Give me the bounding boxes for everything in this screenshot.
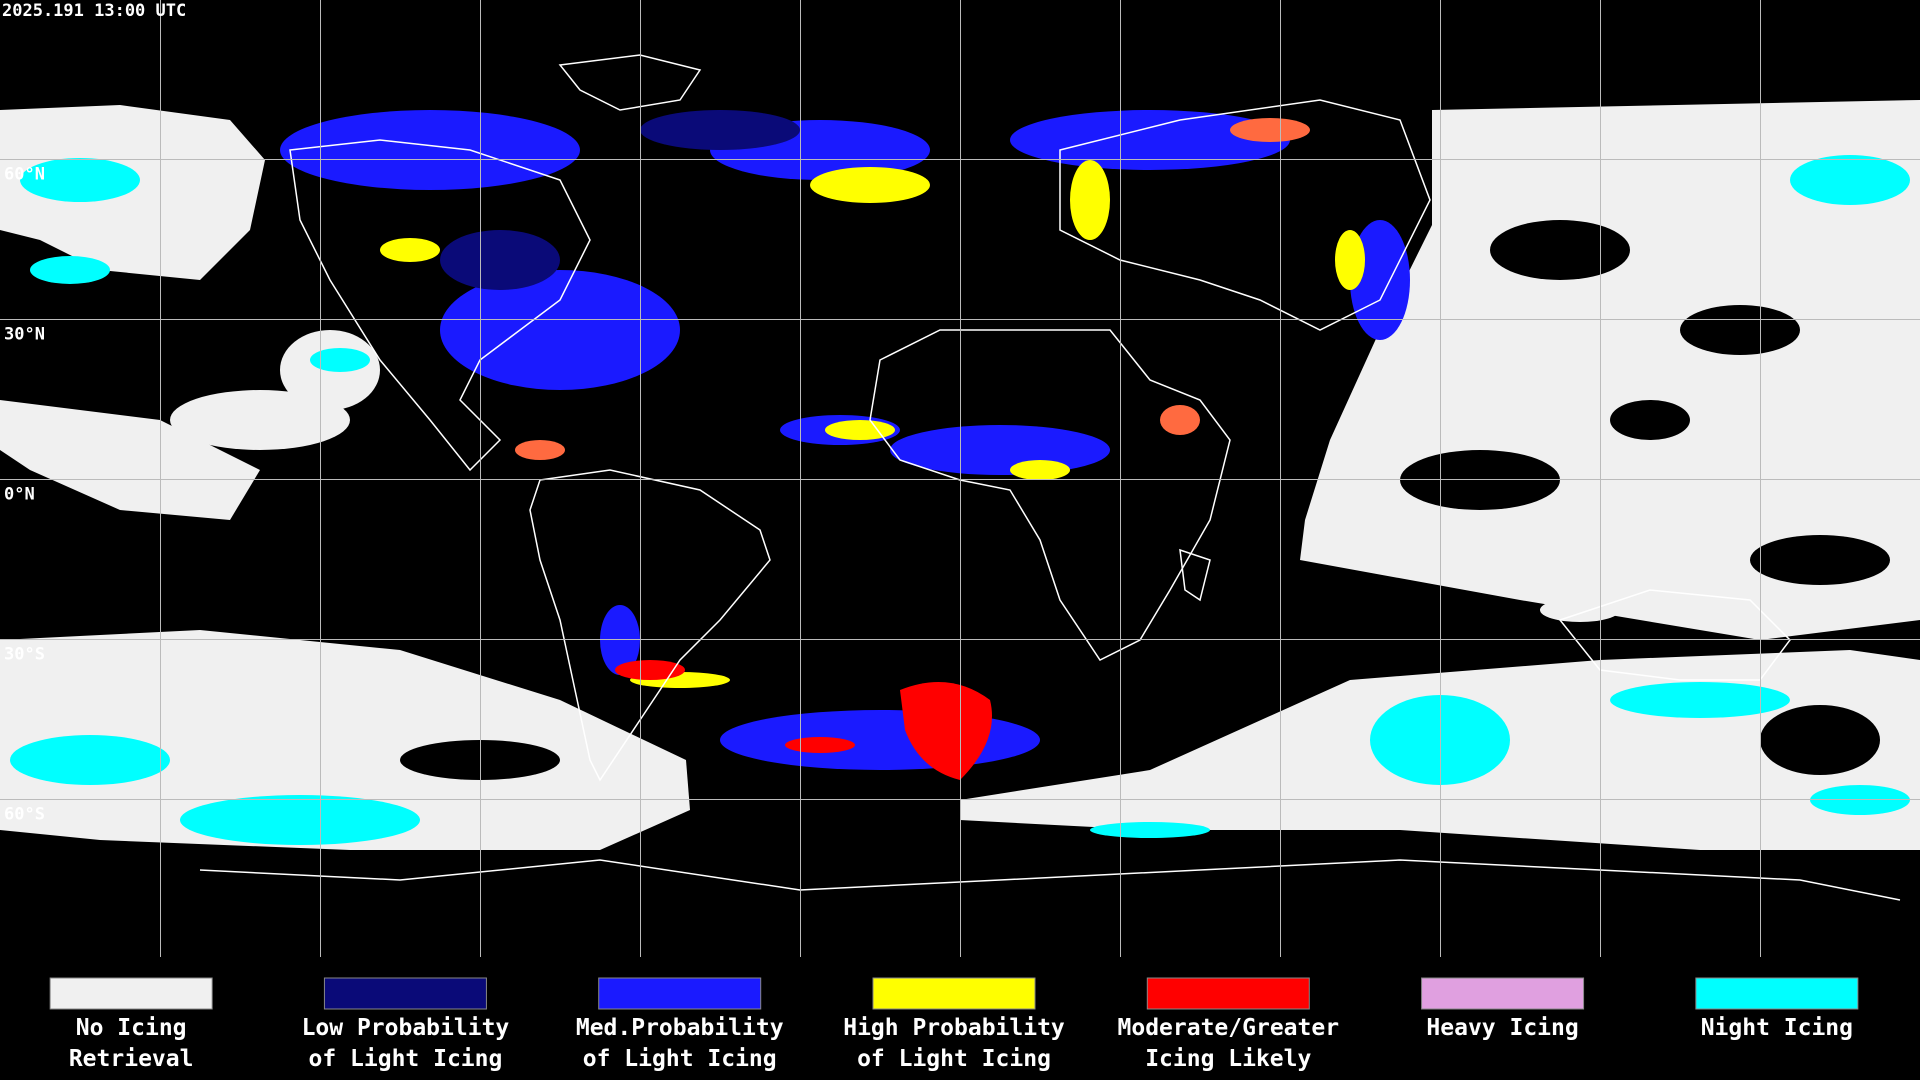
latitude-label: 0°N (4, 485, 35, 505)
latitude-label: 60°N (4, 165, 45, 185)
legend-label: Moderate/Greater (1118, 1015, 1340, 1041)
legend-label: Heavy Icing (1426, 1015, 1578, 1041)
legend-swatch (872, 977, 1036, 1010)
timestamp: 2025.191 13:00 UTC (2, 1, 186, 21)
legend-label: No Icing (76, 1015, 187, 1041)
legend-label: High Probability (843, 1015, 1065, 1041)
legend-swatch (1421, 977, 1585, 1010)
legend-label: Icing Likely (1145, 1046, 1311, 1072)
legend-label: of Light Icing (857, 1046, 1051, 1072)
latitude-labels: 60°N 30°N 0°N 30°S 60°S (4, 165, 45, 825)
legend-swatch (1146, 977, 1310, 1010)
legend-label: of Light Icing (583, 1046, 777, 1072)
latitude-label: 30°S (4, 645, 45, 665)
legend-swatch (598, 977, 762, 1010)
legend: No Icing Retrieval Low Probability of Light… (49, 977, 1859, 1072)
legend-swatch (323, 977, 487, 1010)
legend-label: Retrieval (69, 1046, 194, 1072)
legend-label: Night Icing (1701, 1015, 1853, 1041)
legend-label: Med.Probability (576, 1015, 784, 1041)
clear-sky-patches (400, 220, 1890, 780)
latitude-label: 60°S (4, 805, 45, 825)
legend-swatch (49, 977, 213, 1010)
latitude-label: 30°N (4, 325, 45, 345)
graticule (0, 0, 1920, 957)
legend-swatch (1695, 977, 1859, 1010)
legend-label: of Light Icing (308, 1046, 502, 1072)
legend-label: Low Probability (302, 1015, 510, 1041)
map (0, 0, 1920, 957)
